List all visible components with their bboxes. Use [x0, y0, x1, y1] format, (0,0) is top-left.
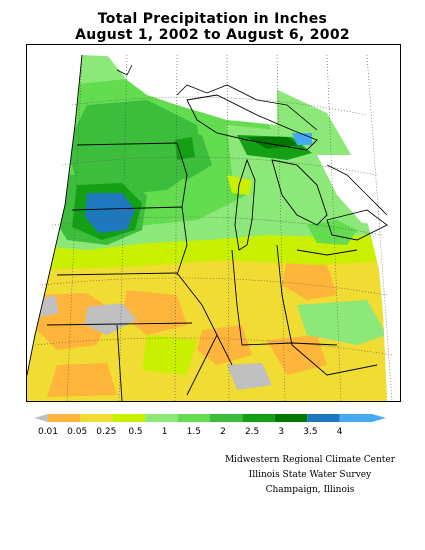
credit-survey: Illinois State Water Survey	[248, 470, 372, 480]
legend-arrow-high	[339, 414, 386, 422]
legend-svg: 0.01 0.05 0.25 0.5 1 1.5 2 2.5 3 3.5 4	[34, 414, 386, 437]
legend-tick-label: 1	[162, 427, 168, 437]
credit-center: Midwestern Regional Climate Center	[224, 455, 396, 465]
precipitation-map	[26, 44, 401, 402]
legend-tick-label: 2.5	[245, 427, 259, 437]
credit-location: Champaign, Illinois	[265, 485, 355, 495]
legend-tick-label: 4	[337, 427, 343, 437]
great-lakes	[186, 94, 388, 251]
legend-swatch	[274, 414, 308, 422]
legend-tick-label: 0.01	[38, 427, 58, 437]
legend-tick-label: 0.05	[67, 427, 87, 437]
legend-swatch	[145, 414, 178, 422]
legend-tick-label: 2	[220, 427, 226, 437]
legend-swatch	[80, 414, 113, 422]
legend-tick-label: 3.5	[303, 427, 317, 437]
precip-legend: 0.01 0.05 0.25 0.5 1 1.5 2 2.5 3 3.5 4	[30, 410, 390, 440]
legend-swatch	[210, 414, 243, 422]
legend-arrow-low	[34, 414, 48, 422]
legend-tick-label: 0.25	[96, 427, 116, 437]
legend-swatch	[307, 414, 340, 422]
map-svg	[27, 54, 400, 401]
legend-swatch	[177, 414, 210, 422]
legend-swatch	[48, 414, 81, 422]
state-boundaries	[27, 54, 378, 401]
legend-tick-label: 3	[278, 427, 284, 437]
legend-tick-label: 1.5	[187, 427, 201, 437]
legend-swatch	[242, 414, 275, 422]
no-data-canada	[107, 55, 277, 125]
legend-swatch	[112, 414, 146, 422]
legend-tick-label: 0.5	[128, 427, 142, 437]
map-title: Total Precipitation in Inches	[97, 11, 328, 27]
border-lines	[116, 64, 388, 216]
map-date-range: August 1, 2002 to August 6, 2002	[75, 27, 350, 43]
